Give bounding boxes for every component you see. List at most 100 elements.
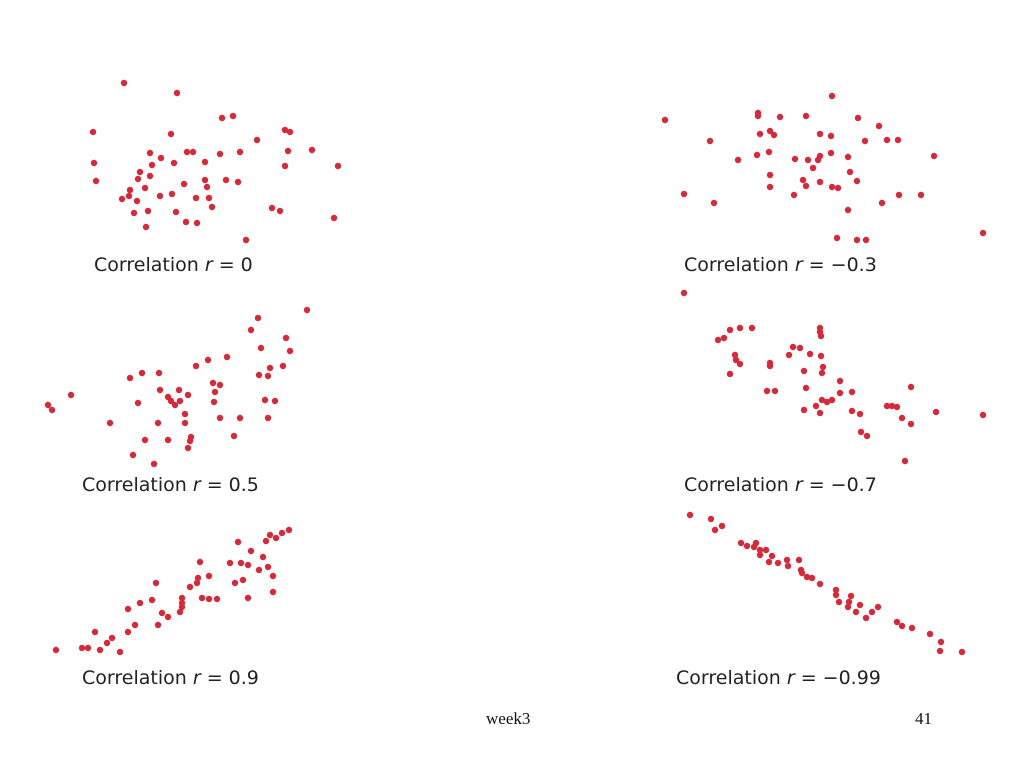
correlation-caption: Correlation r = −0.3 [684,254,877,276]
scatter-point [138,369,146,377]
scatter-point [756,546,764,554]
scatter-point [142,223,150,231]
scatter-point [710,199,718,207]
scatter-point [844,603,852,611]
scatter-plot-3 [44,306,311,468]
scatter-point [156,386,164,394]
scatter-point [817,352,825,360]
scatter-point [136,599,144,607]
scatter-point [150,460,158,468]
scatter-point [766,171,774,179]
scatter-point [229,112,237,120]
page-number: 41 [915,709,932,728]
scatter-point [281,126,289,134]
scatter-point [103,639,111,647]
scatter-point [827,149,835,157]
scatter-point [714,336,722,344]
scatter-point [92,177,100,185]
scatter-point [818,369,826,377]
scatter-point [770,131,778,139]
scatter-point [893,403,901,411]
scatter-point [264,414,272,422]
scatter-point [802,182,810,190]
scatter-point [799,176,807,184]
scatter-point [726,370,734,378]
scatter-point [130,209,138,217]
scatter-point [216,414,224,422]
scatter-point [720,334,728,342]
scatter-point [791,155,799,163]
scatter-point [800,367,808,375]
scatter-point [173,89,181,97]
scatter-point [833,234,841,242]
scatter-point [303,306,311,314]
scatter-point [272,534,280,542]
scatter-point [790,191,798,199]
scatter-point [175,386,183,394]
scatter-point [156,192,164,200]
scatter-point [907,420,915,428]
caption-label: Correlation [82,667,187,689]
scatter-point [116,648,124,656]
scatter-point [856,601,864,609]
scatter-point [844,153,852,161]
caption-r-value: 0.9 [228,667,259,689]
scatter-point [853,236,861,244]
scatter-point [979,229,987,237]
scatter-point [958,648,966,656]
scatter-point [863,432,871,440]
scatter-point [52,646,60,654]
caption-r-value: 0.5 [228,474,259,496]
scatter-point [854,114,862,122]
scatter-point [186,583,194,591]
scatter-point [223,353,231,361]
scatter-point [131,621,139,629]
scatter-point [164,436,172,444]
scatter-point [284,147,292,155]
scatter-point [167,397,175,405]
caption-r-symbol: r [192,667,201,689]
scatter-point [239,576,247,584]
scatter-point [271,397,279,405]
scatter-point [846,168,854,176]
scatter-point [234,178,242,186]
scatter-point [236,148,244,156]
scatter-point [198,594,206,602]
scatter-point [144,207,152,215]
scatter-point [124,605,132,613]
scatter-point [816,409,824,417]
scatter-point [814,156,822,164]
scatter-point [262,537,270,545]
scatter-point [932,408,940,416]
scatter-point [718,522,726,530]
scatter-point [766,127,774,135]
scatter-point [731,351,739,359]
scatter-point [726,326,734,334]
scatter-point [167,130,175,138]
scatter-point [134,175,142,183]
scatter-point [768,552,776,560]
scatter-point [753,151,761,159]
scatter-plot-4 [680,289,987,465]
scatter-point [878,199,886,207]
scatter-point [936,647,944,655]
scatter-point [134,399,142,407]
scatter-point [176,608,184,616]
scatter-point [836,377,844,385]
scatter-point [255,371,263,379]
scatter-point [844,206,852,214]
scatter-point [189,148,197,156]
caption-r-symbol: r [794,254,803,276]
scatter-point [800,406,808,414]
scatter-point [762,546,770,554]
scatter-point [836,389,844,397]
scatter-point [835,598,843,606]
scatter-point [848,388,856,396]
caption-label: Correlation [684,474,789,496]
scatter-point [164,613,172,621]
scatter-point [176,397,184,405]
scatter-point [234,538,242,546]
scatter-point [266,364,274,372]
scatter-point [181,410,189,418]
scatter-point [754,112,762,120]
